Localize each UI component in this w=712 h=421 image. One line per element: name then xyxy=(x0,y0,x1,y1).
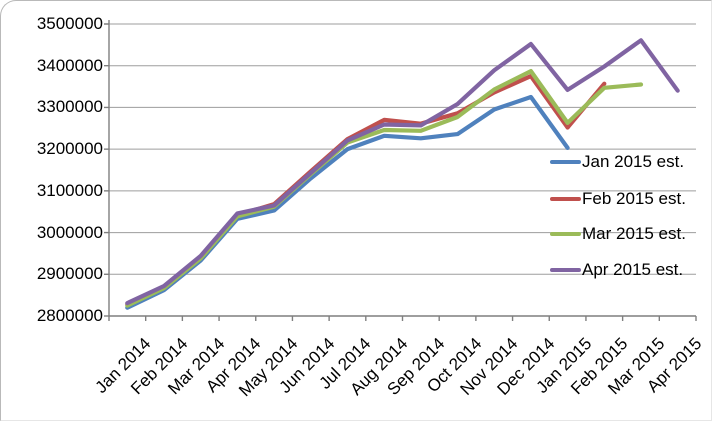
y-axis-tick-label: 3500000 xyxy=(36,14,103,33)
y-axis-tick-label: 2800000 xyxy=(36,306,103,325)
series-line-feb-2015-est- xyxy=(125,73,607,307)
y-axis-tick-label: 3200000 xyxy=(36,139,103,159)
series-line-mar-2015-est- xyxy=(125,68,644,308)
y-axis-tick-label: 3000000 xyxy=(36,222,103,242)
y-axis-tick-label: 3300000 xyxy=(36,97,103,117)
series-line-jan-2015-est- xyxy=(125,94,570,310)
y-axis-tick-label: 2900000 xyxy=(36,264,103,284)
y-axis-tick-label: 3400000 xyxy=(36,55,103,75)
series-line-apr-2015-est- xyxy=(125,38,680,306)
y-axis-tick-label: 3100000 xyxy=(36,180,103,200)
